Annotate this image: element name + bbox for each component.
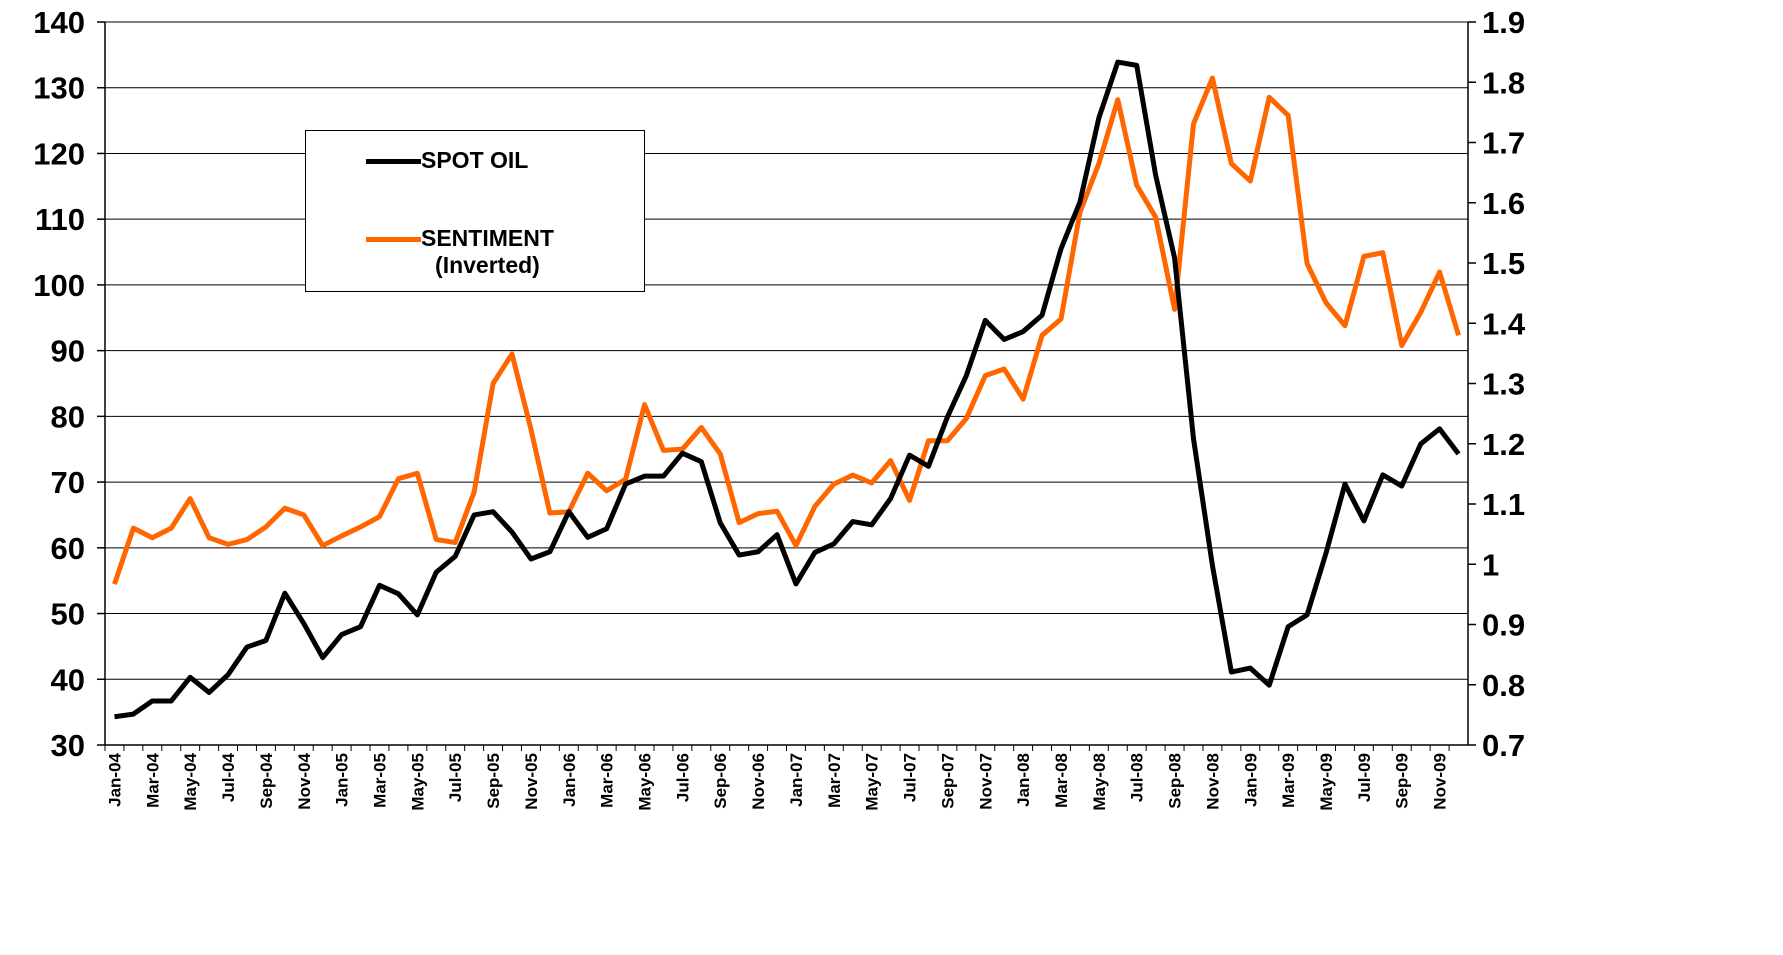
x-tick-label: Jan-05: [333, 753, 352, 807]
y2-tick-label: 1.4: [1482, 306, 1526, 341]
y-tick-label: 120: [33, 136, 85, 171]
y2-tick-label: 1: [1482, 547, 1499, 582]
x-tick-label: Mar-04: [143, 752, 162, 807]
x-tick-label: Sep-09: [1393, 753, 1412, 809]
x-tick-label: Mar-06: [598, 753, 617, 808]
x-tick-label: Mar-08: [1052, 753, 1071, 808]
x-tick-label: May-07: [863, 753, 882, 811]
y2-tick-label: 0.9: [1482, 608, 1525, 643]
y2-tick-label: 1.8: [1482, 65, 1525, 100]
y2-tick-label: 1.5: [1482, 246, 1525, 281]
series-line: [112, 75, 1461, 585]
x-tick-label: May-04: [181, 752, 200, 810]
y-tick-label: 130: [33, 71, 85, 106]
x-tick-label: May-06: [636, 753, 655, 811]
x-tick-label: Jan-08: [1014, 753, 1033, 807]
x-tick-label: May-08: [1090, 753, 1109, 811]
y2-tick-label: 1.9: [1482, 5, 1525, 40]
y-tick-label: 70: [51, 465, 85, 500]
y2-tick-label: 1.3: [1482, 367, 1525, 402]
series-line: [114, 59, 1461, 720]
y-tick-label: 50: [51, 597, 85, 632]
y-tick-label: 100: [33, 268, 85, 303]
x-tick-label: Jul-05: [446, 753, 465, 802]
y2-tick-label: 1.7: [1482, 126, 1525, 161]
legend-label: SENTIMENT (Inverted): [421, 225, 554, 278]
x-tick-label: Sep-04: [257, 752, 276, 808]
legend: SPOT OIL SENTIMENT (Inverted): [305, 130, 645, 292]
x-tick-label: Jul-08: [1128, 753, 1147, 802]
y-tick-label: 40: [51, 662, 85, 697]
y2-tick-label: 1.2: [1482, 427, 1525, 462]
x-tick-label: Mar-09: [1279, 753, 1298, 808]
y2-tick-label: 1.1: [1482, 487, 1525, 522]
x-tick-label: Jan-04: [105, 752, 124, 806]
legend-entry: SPOT OIL: [366, 147, 528, 174]
x-tick-label: Jan-06: [560, 753, 579, 807]
x-tick-label: Jan-09: [1241, 753, 1260, 807]
x-tick-label: Jul-04: [219, 752, 238, 802]
x-tick-label: Jul-09: [1355, 753, 1374, 802]
y2-tick-label: 1.6: [1482, 186, 1525, 221]
y-tick-label: 60: [51, 531, 85, 566]
x-tick-label: Mar-05: [370, 753, 389, 808]
x-tick-label: Sep-06: [711, 753, 730, 809]
x-tick-label: Nov-04: [295, 752, 314, 809]
legend-entry: SENTIMENT (Inverted): [366, 225, 554, 279]
x-tick-label: Jul-06: [673, 753, 692, 802]
x-tick-label: May-09: [1317, 753, 1336, 811]
y-tick-label: 90: [51, 334, 85, 369]
x-tick-label: Sep-07: [938, 753, 957, 809]
y-tick-label: 110: [35, 202, 85, 237]
x-tick-label: Nov-09: [1431, 753, 1450, 810]
y2-tick-label: 0.8: [1482, 668, 1525, 703]
x-tick-label: May-05: [408, 753, 427, 811]
y2-tick-label: 0.7: [1482, 728, 1525, 763]
x-tick-label: Mar-07: [825, 753, 844, 808]
x-tick-label: Sep-08: [1166, 753, 1185, 809]
y-tick-label: 140: [33, 5, 85, 40]
x-tick-label: Sep-05: [484, 753, 503, 809]
y-tick-label: 30: [51, 728, 85, 763]
x-tick-label: Nov-06: [749, 753, 768, 810]
x-tick-label: Nov-05: [522, 753, 541, 810]
x-tick-label: Jan-07: [787, 753, 806, 807]
x-tick-label: Jul-07: [901, 753, 920, 802]
x-tick-label: Nov-07: [976, 753, 995, 810]
legend-swatch: [366, 237, 421, 242]
legend-label: SPOT OIL: [421, 147, 529, 173]
x-tick-label: Nov-08: [1203, 753, 1222, 810]
legend-swatch: [366, 159, 421, 164]
y-tick-label: 80: [51, 399, 85, 434]
